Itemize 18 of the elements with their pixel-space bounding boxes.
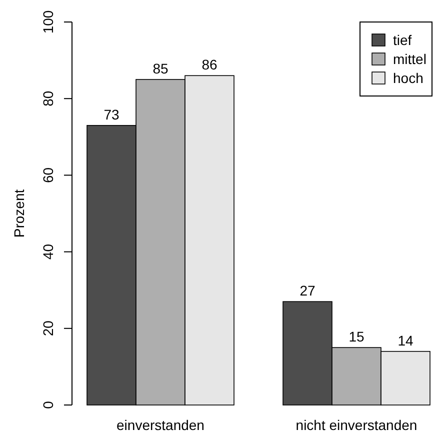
y-tick-label: 0 <box>40 400 56 409</box>
x-tick-label: einverstanden <box>116 417 204 433</box>
data-label: 86 <box>202 56 218 73</box>
legend-label: mittel <box>393 51 426 67</box>
data-label: 73 <box>104 106 120 122</box>
y-tick-label: 40 <box>40 244 56 260</box>
data-label: 85 <box>152 60 168 76</box>
y-tick-label: 60 <box>40 167 56 183</box>
y-tick-label: 80 <box>40 90 56 106</box>
data-label: 14 <box>398 332 414 348</box>
legend-label: hoch <box>393 70 424 86</box>
y-tick-label: 100 <box>40 10 56 34</box>
data-label: 15 <box>348 328 364 345</box>
y-tick-label: 20 <box>40 320 56 336</box>
y-axis-title: Prozent <box>11 189 27 238</box>
legend-label: tief <box>393 32 412 48</box>
data-label: 27 <box>300 282 316 299</box>
x-tick-label: nicht einverstanden <box>296 417 418 433</box>
